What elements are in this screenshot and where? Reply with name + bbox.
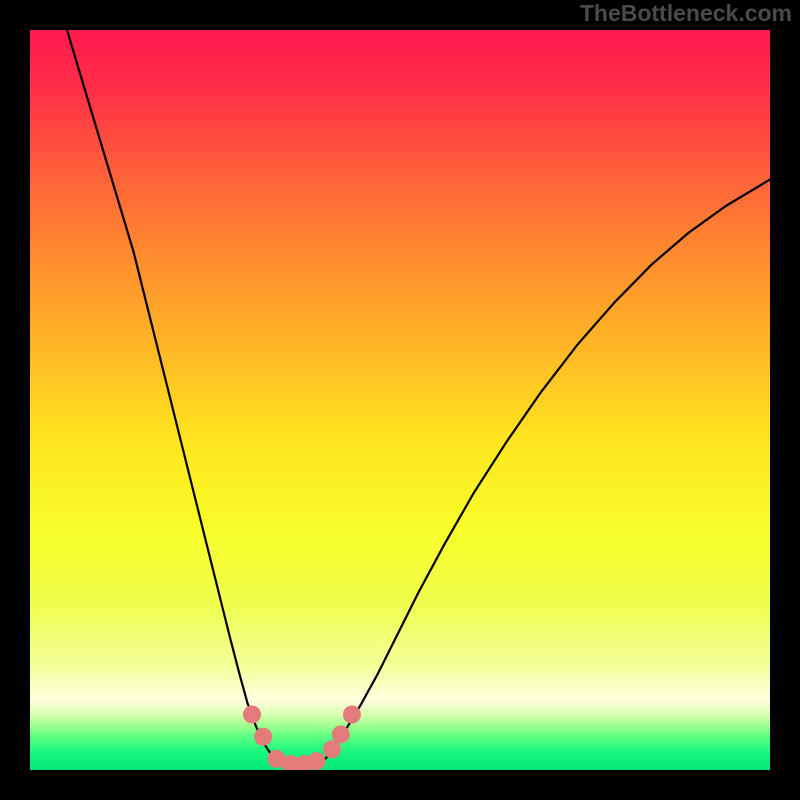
curve-marker [243, 706, 261, 724]
curve-marker [307, 752, 325, 770]
curve-marker [254, 728, 272, 746]
chart-plot-area [30, 30, 770, 770]
chart-background [30, 30, 770, 770]
curve-marker [343, 706, 361, 724]
curve-marker [332, 725, 350, 743]
chart-frame: TheBottleneck.com [0, 0, 800, 800]
chart-svg [30, 30, 770, 770]
watermark-text: TheBottleneck.com [580, 0, 792, 27]
